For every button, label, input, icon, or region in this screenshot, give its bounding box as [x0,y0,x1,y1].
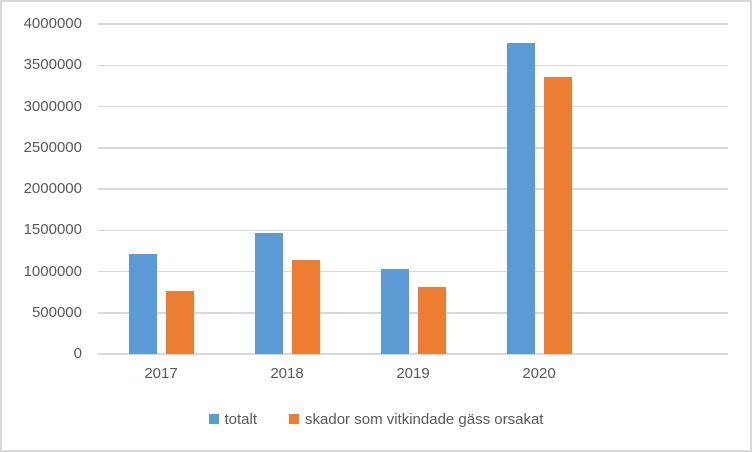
y-axis-tick-label: 1000000 [23,262,82,280]
legend-item-skador: skador som vitkindade gäss orsakat [289,411,543,428]
gridline [98,147,728,149]
gridline [98,270,728,273]
y-axis-tick-label: 0 [73,345,82,362]
bar-series0-2019 [380,269,409,354]
bar-series0-2017 [128,254,157,354]
bar-series1-2018 [291,259,320,354]
legend-label-totalt: totalt [224,410,258,428]
bar-series0-2018 [254,232,283,354]
legend-label-skador: skador som vitkindade gäss orsakat [305,410,544,428]
gridline [98,188,728,190]
y-axis-tick-label: 1500000 [23,221,82,239]
legend-item-totalt: totalt [208,410,258,428]
gridline [98,64,728,66]
y-axis-tick-label: 3500000 [23,56,82,74]
gridline [98,229,728,231]
bar-series1-2017 [165,291,194,354]
gridline [98,105,728,108]
legend: totalt skador som vitkindade gäss orsaka… [0,409,752,429]
y-axis-tick-label: 3000000 [23,97,82,115]
bar-series0-2020 [506,42,535,354]
bar-series1-2019 [417,287,446,354]
y-axis-tick-label: 500000 [31,303,82,321]
gridline [98,23,728,25]
x-axis-label-2017: 2017 [144,365,178,382]
y-axis-tick-label: 4000000 [23,15,82,32]
y-axis-tick-label: 2000000 [23,180,82,197]
x-axis-label-2019: 2019 [396,365,430,382]
legend-swatch-skador [289,414,300,424]
x-axis-label-2020: 2020 [522,365,556,382]
legend-swatch-totalt [208,414,219,424]
bar-series1-2020 [543,76,572,354]
y-axis-tick-label: 2500000 [23,138,82,156]
x-axis-label-2018: 2018 [270,365,304,382]
